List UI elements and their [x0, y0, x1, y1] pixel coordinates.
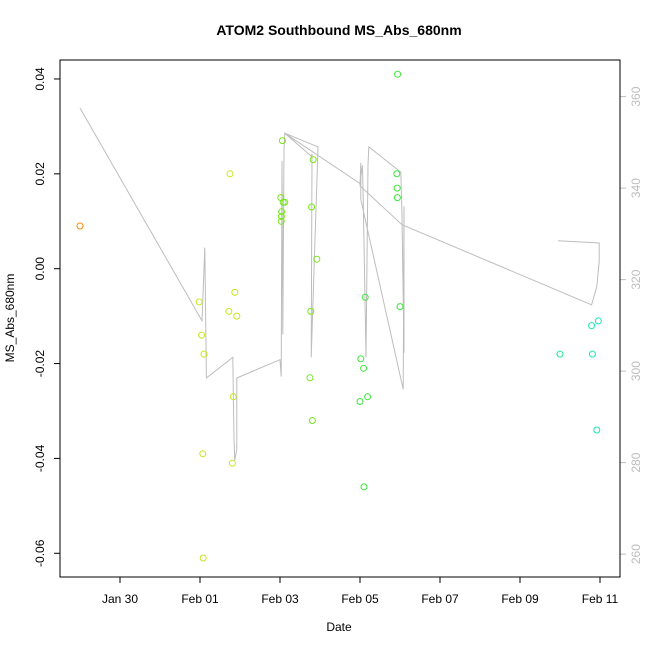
data-point — [594, 317, 602, 325]
data-point — [277, 213, 285, 220]
y-tick-label: -0.04 — [33, 444, 47, 472]
data-point — [396, 303, 404, 311]
data-point — [277, 217, 285, 225]
y2-tick-label: 280 — [629, 452, 643, 472]
data-point — [393, 194, 401, 202]
y2-tick-label: 340 — [629, 178, 643, 198]
data-point — [225, 307, 233, 315]
data-point — [307, 307, 315, 315]
secondary-series-line — [79, 107, 600, 461]
data-point — [231, 288, 239, 296]
y-tick-label: -0.06 — [33, 539, 47, 567]
data-point — [393, 170, 401, 178]
data-point — [278, 208, 286, 216]
x-tick-label: Feb 07 — [421, 592, 459, 606]
data-point — [360, 483, 368, 491]
x-tick-label: Feb 11 — [582, 592, 619, 606]
secondary-line-layer — [79, 107, 600, 461]
x-tick-label: Jan 30 — [102, 592, 138, 606]
plot-frame — [59, 59, 621, 578]
y2-tick-label: 360 — [629, 86, 643, 106]
data-point — [199, 450, 207, 458]
data-point — [364, 393, 372, 401]
data-point — [308, 417, 316, 424]
data-point — [76, 222, 84, 230]
data-point — [313, 255, 321, 263]
data-point — [394, 70, 402, 78]
data-point — [226, 170, 234, 178]
data-point — [356, 398, 364, 405]
y-tick-label: -0.02 — [33, 350, 47, 378]
data-point — [199, 554, 207, 562]
data-point — [593, 426, 601, 434]
data-point — [229, 393, 237, 401]
y-axis-label: MS_Abs_680nm — [3, 274, 17, 363]
y-axis-left: -0.06 -0.04 -0.02 0.00 0.02 0.04 — [33, 67, 60, 567]
x-tick-label: Feb 09 — [501, 592, 539, 606]
data-point — [393, 184, 401, 192]
data-point — [588, 350, 596, 358]
data-point — [281, 198, 289, 206]
x-tick-label: Feb 05 — [341, 592, 379, 606]
data-point — [278, 137, 286, 145]
data-point — [588, 322, 596, 330]
data-point — [361, 293, 369, 301]
y-axis-right: 260 280 300 320 340 360 — [620, 86, 643, 564]
data-point — [309, 156, 317, 164]
y-tick-label: 0.00 — [33, 257, 47, 281]
data-point — [198, 331, 206, 339]
x-axis-label: Date — [326, 620, 352, 634]
data-point — [200, 350, 208, 358]
data-point — [228, 459, 236, 467]
x-tick-label: Feb 01 — [181, 592, 219, 606]
data-point — [233, 312, 241, 320]
points-layer — [76, 70, 602, 562]
data-point — [308, 203, 316, 211]
data-point — [306, 374, 314, 382]
y2-tick-label: 260 — [629, 544, 643, 564]
y-tick-label: 0.04 — [33, 67, 47, 91]
data-point — [556, 350, 564, 358]
y2-tick-label: 300 — [629, 361, 643, 381]
x-axis: Jan 30 Feb 01 Feb 03 Feb 05 Feb 07 Feb 09 Feb … — [102, 577, 619, 606]
data-point — [357, 355, 365, 363]
x-tick-label: Feb 03 — [261, 592, 299, 606]
y2-tick-label: 320 — [629, 269, 643, 289]
chart-title: ATOM2 Southbound MS_Abs_680nm — [216, 22, 461, 38]
data-point — [360, 364, 368, 372]
data-point — [195, 298, 203, 306]
y-tick-label: 0.02 — [33, 162, 47, 186]
